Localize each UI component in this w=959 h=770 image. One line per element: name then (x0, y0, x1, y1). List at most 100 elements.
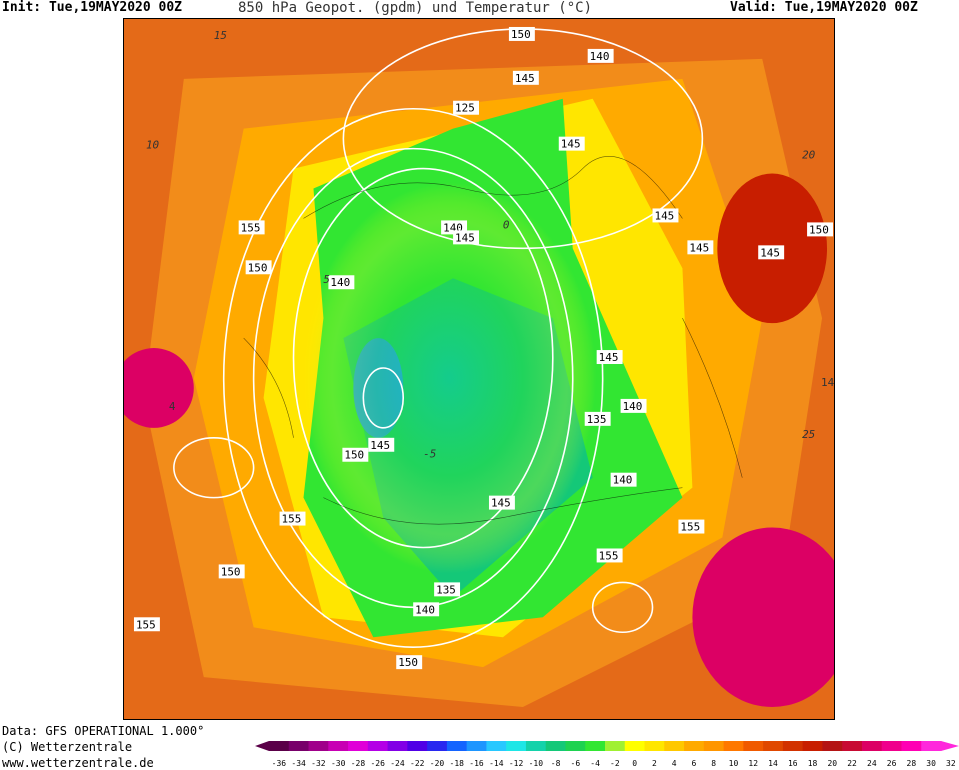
contour-label: 150 (508, 26, 535, 41)
svg-text:145: 145 (655, 209, 675, 222)
coastlines (243, 156, 743, 525)
contour-label: 155 (238, 220, 265, 234)
svg-text:155: 155 (136, 618, 156, 631)
temperature-label: 10 (146, 139, 160, 152)
contour-label: 140 (587, 48, 614, 63)
temperature-label: 25 (802, 428, 815, 441)
hot-spot-west (124, 348, 194, 428)
legend-tick-label: -28 (351, 759, 366, 768)
contour-label: 145 (512, 70, 539, 85)
svg-text:135: 135 (587, 413, 607, 426)
temperature-label: 0 (503, 218, 510, 231)
contour-label: 145 (558, 136, 585, 151)
contour-label: 145 (488, 495, 515, 510)
legend-swatch (585, 741, 606, 751)
legend-tick-label: -2 (610, 759, 620, 768)
legend-ticks: -36 -34 -32 -30 -28 -26 -24 -22 -20 -18 -16 -14 -12-… (272, 759, 956, 768)
legend-tick-label: 12 (748, 759, 758, 768)
temperature-label: 14 (821, 376, 835, 389)
contour-label: 155 (596, 548, 623, 562)
legend-tick-label: 30 (926, 759, 936, 768)
legend-swatch (308, 741, 329, 751)
legend-tick-label: 24 (867, 759, 877, 768)
contour-label: 140 (413, 602, 440, 616)
legend-swatch (269, 741, 290, 751)
legend-swatch (703, 741, 725, 751)
legend-tick-label: 10 (729, 759, 739, 768)
legend-swatch (466, 741, 487, 751)
legend-bar (255, 741, 959, 751)
legend-swatch (545, 741, 566, 751)
temperature-label: 20 (802, 149, 816, 162)
svg-text:150: 150 (248, 261, 268, 274)
legend-tick-label: -14 (489, 759, 504, 768)
legend-tick-label: 20 (827, 759, 837, 768)
svg-text:150: 150 (809, 223, 829, 236)
svg-text:140: 140 (330, 276, 350, 289)
legend-tick-label: -22 (410, 759, 425, 768)
svg-text:155: 155 (282, 513, 302, 526)
legend-swatch (743, 741, 764, 751)
svg-text:145: 145 (455, 231, 475, 244)
copyright: (C) Wetterzentrale (2, 740, 133, 754)
legend-swatch (861, 741, 883, 751)
weather-map: 150 140 145 125 145 145 155 140 145 150 … (123, 18, 835, 720)
legend-swatch (842, 741, 863, 751)
legend-tick-label: -12 (509, 759, 524, 768)
contour-label: 145 (453, 230, 479, 244)
legend-tick-label: -4 (590, 759, 600, 768)
legend-tick-label: -24 (390, 759, 405, 768)
legend-swatch (624, 741, 646, 751)
legend-swatch (387, 741, 408, 751)
contour-labels: 150 140 145 125 145 145 155 140 145 150 … (133, 26, 835, 669)
contour-label: 140 (328, 275, 355, 289)
legend-arrow-low (255, 741, 269, 751)
legend-tick-label: -16 (469, 759, 484, 768)
svg-text:140: 140 (613, 474, 633, 487)
legend-tick-label: -18 (450, 759, 465, 768)
contour-label: 150 (342, 447, 369, 462)
svg-text:150: 150 (344, 449, 364, 462)
legend-tick-label: -20 (430, 759, 445, 768)
contour-label: 155 (678, 519, 705, 534)
legend-swatch (684, 741, 705, 751)
svg-text:145: 145 (689, 241, 709, 254)
legend-tick-label: -30 (331, 759, 346, 768)
svg-text:145: 145 (370, 439, 390, 452)
contour-label: 145 (368, 437, 395, 452)
legend-swatch (565, 741, 586, 751)
legend-swatch (822, 741, 843, 751)
contour-label: 135 (584, 411, 611, 426)
svg-text:155: 155 (599, 549, 619, 562)
contour-label: 155 (133, 617, 160, 631)
contour-label: 150 (218, 564, 245, 578)
legend-swatch (288, 741, 310, 751)
legend-swatch (446, 741, 468, 751)
init-time: Init: Tue,19MAY2020 00Z (2, 0, 183, 15)
legend-swatch (525, 741, 547, 751)
svg-text:140: 140 (590, 50, 610, 63)
contour-label: 155 (279, 511, 306, 526)
contour-label: 150 (396, 655, 423, 669)
svg-text:150: 150 (221, 565, 241, 578)
svg-text:150: 150 (511, 28, 531, 41)
legend-swatch (486, 741, 507, 751)
contour-label: 145 (596, 350, 623, 364)
contour-label: 140 (620, 398, 647, 413)
svg-text:155: 155 (241, 221, 261, 234)
temperature-label: -5 (423, 448, 436, 461)
temperature-label: 4 (169, 400, 176, 413)
legend-tick-label: 18 (808, 759, 818, 768)
legend-swatch (407, 741, 428, 751)
legend-swatch (782, 741, 804, 751)
svg-text:125: 125 (455, 102, 475, 115)
legend-swatch (881, 741, 902, 751)
legend-tick-label: 0 (632, 759, 637, 768)
legend-tick-label: -6 (571, 759, 581, 768)
legend-swatch (644, 741, 665, 751)
svg-text:145: 145 (561, 138, 581, 151)
legend-tick-label: 4 (672, 759, 677, 768)
website-url: www.wetterzentrale.de (2, 756, 154, 770)
legend-tick-label: 6 (692, 759, 697, 768)
legend-tick-label: 14 (768, 759, 778, 768)
